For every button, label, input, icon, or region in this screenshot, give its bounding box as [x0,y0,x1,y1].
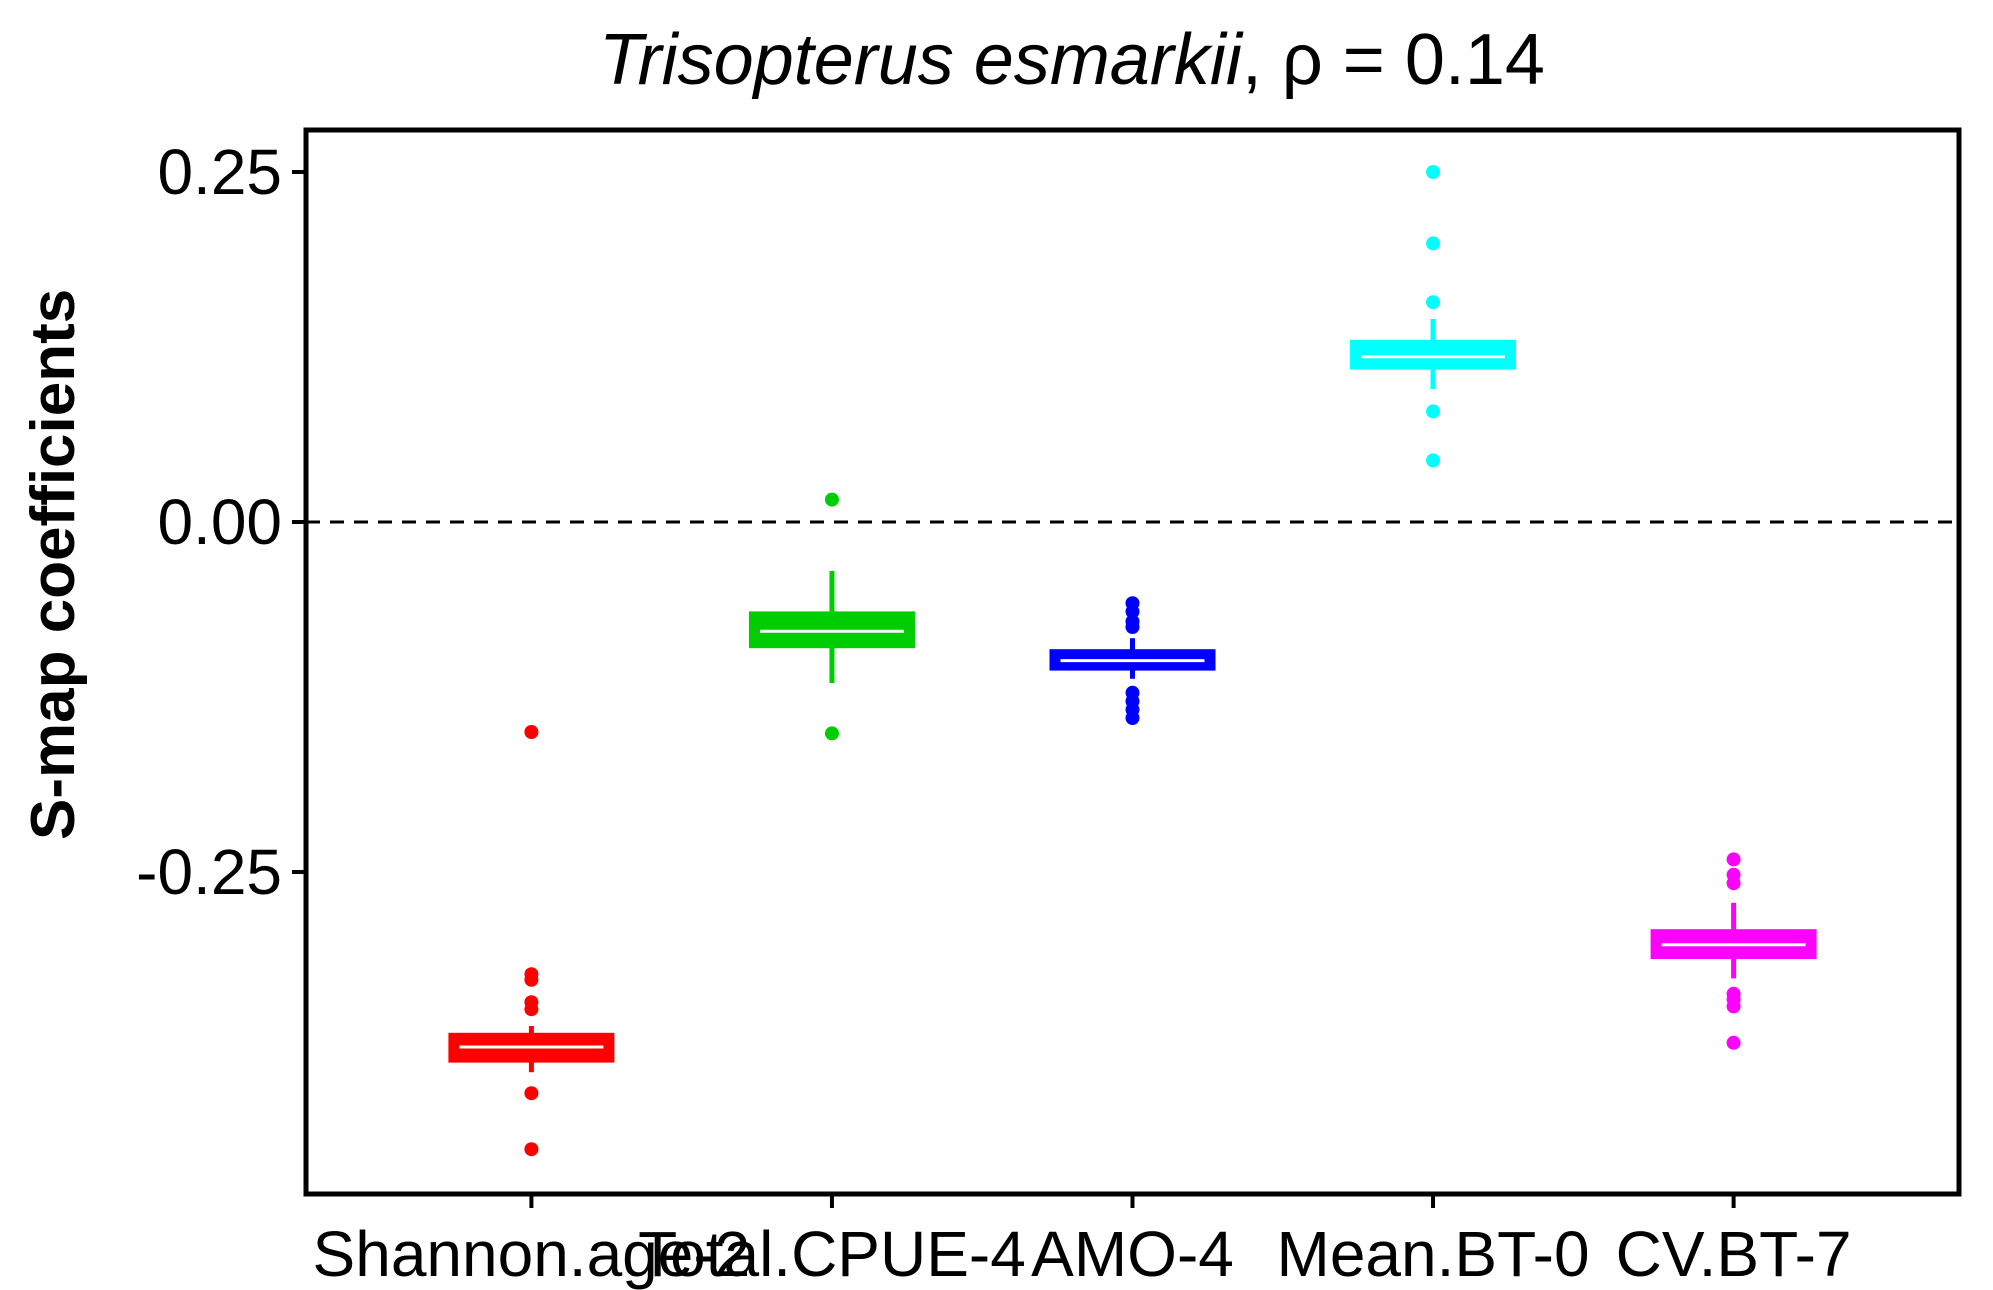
plot-border [303,127,1962,1197]
outlier-point [1426,295,1441,310]
x-tick-label: Mean.BT-0 [1277,1218,1590,1290]
outlier-point [1426,404,1441,419]
box [1350,339,1517,370]
boxplot-AMO-4 [1049,596,1216,725]
y-tick-label: 0.00 [157,486,282,558]
x-tick-label: AMO-4 [1031,1218,1234,1290]
outlier-point [1125,604,1140,619]
y-tick-label: -0.25 [136,836,282,908]
boxplot-Shannon.age-2 [448,725,615,1157]
x-tick-label: CV.BT-7 [1616,1218,1852,1290]
y-tick-label: 0.25 [157,136,282,208]
x-tick-label: Total.CPUE-4 [638,1218,1026,1290]
y-axis-title: S-map coefficients [19,289,88,840]
outlier-point [1726,876,1741,891]
chart-title-stat: , ρ = 0.14 [1242,20,1545,100]
outlier-point [524,1002,539,1017]
outlier-point [524,725,539,739]
outlier-point [1426,236,1441,251]
chart-title-species: Trisopterus esmarkii [599,20,1244,100]
outlier-point [1426,165,1441,179]
boxplot-CV.BT-7 [1650,852,1817,1050]
chart-title: Trisopterus esmarkii, ρ = 0.14 [599,20,1545,100]
outlier-point [1726,999,1741,1014]
outlier-point [824,726,839,741]
x-tick-label: Shannon.age-2 [313,1218,751,1290]
outlier-point [524,972,539,987]
boxplot-Total.CPUE-4 [748,492,915,741]
outlier-point [824,492,839,507]
outlier-point [1125,711,1140,725]
outlier-point [1726,852,1741,867]
outlier-point [1426,453,1441,468]
plot-area [306,165,1959,1157]
outlier-point [524,1142,539,1157]
outlier-point [1125,620,1140,634]
outlier-point [524,1086,539,1101]
boxplot-Mean.BT-0 [1350,165,1517,468]
outlier-point [1726,1035,1741,1050]
